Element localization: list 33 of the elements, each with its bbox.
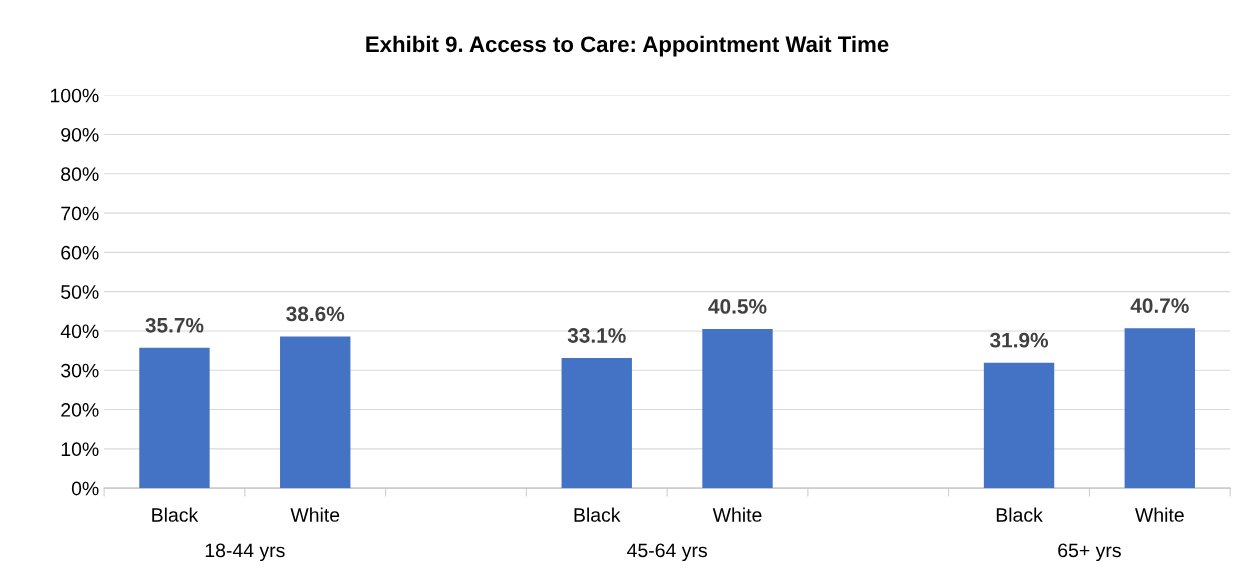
data-label: 38.6% <box>286 306 345 322</box>
x-tick-label: Black <box>996 507 1043 522</box>
bar <box>702 329 773 489</box>
y-tick-label: 90% <box>61 127 99 142</box>
chart-title: Exhibit 9. Access to Care: Appointment Wait Time <box>366 35 889 57</box>
y-tick-label: 40% <box>60 324 99 339</box>
data-label: 31.9% <box>989 332 1049 348</box>
y-tick-label: 20% <box>61 403 99 417</box>
data-label: 40.7% <box>1130 298 1189 313</box>
x-tick-label: White <box>290 507 340 522</box>
x-tick-label: White <box>1135 507 1184 522</box>
y-tick-label: 50% <box>61 285 99 299</box>
y-tick-label: 30% <box>61 363 99 378</box>
x-tick-label: Black <box>574 507 621 522</box>
y-tick-label: 70% <box>61 206 99 221</box>
text: 65+ yrs <box>1058 543 1121 562</box>
data-label: 35.7% <box>145 317 204 333</box>
bar <box>1124 328 1195 489</box>
y-tick-label: 10% <box>61 442 99 457</box>
bar <box>561 358 632 489</box>
y-tick-label: 0% <box>71 481 99 496</box>
x-tick-label: White <box>712 507 762 522</box>
text: 18-44 yrs <box>205 543 285 562</box>
y-tick-label: 60% <box>61 245 99 260</box>
bar <box>983 362 1055 489</box>
bar <box>139 347 210 489</box>
bar <box>280 336 351 489</box>
y-tick-label: 100% <box>50 88 99 103</box>
y-tick-label: 80% <box>61 167 99 182</box>
data-label: 33.1% <box>567 328 626 343</box>
text: 45-64 yrs <box>627 543 707 562</box>
data-label: 40.5% <box>708 299 767 314</box>
x-tick-label: Black <box>152 507 199 522</box>
